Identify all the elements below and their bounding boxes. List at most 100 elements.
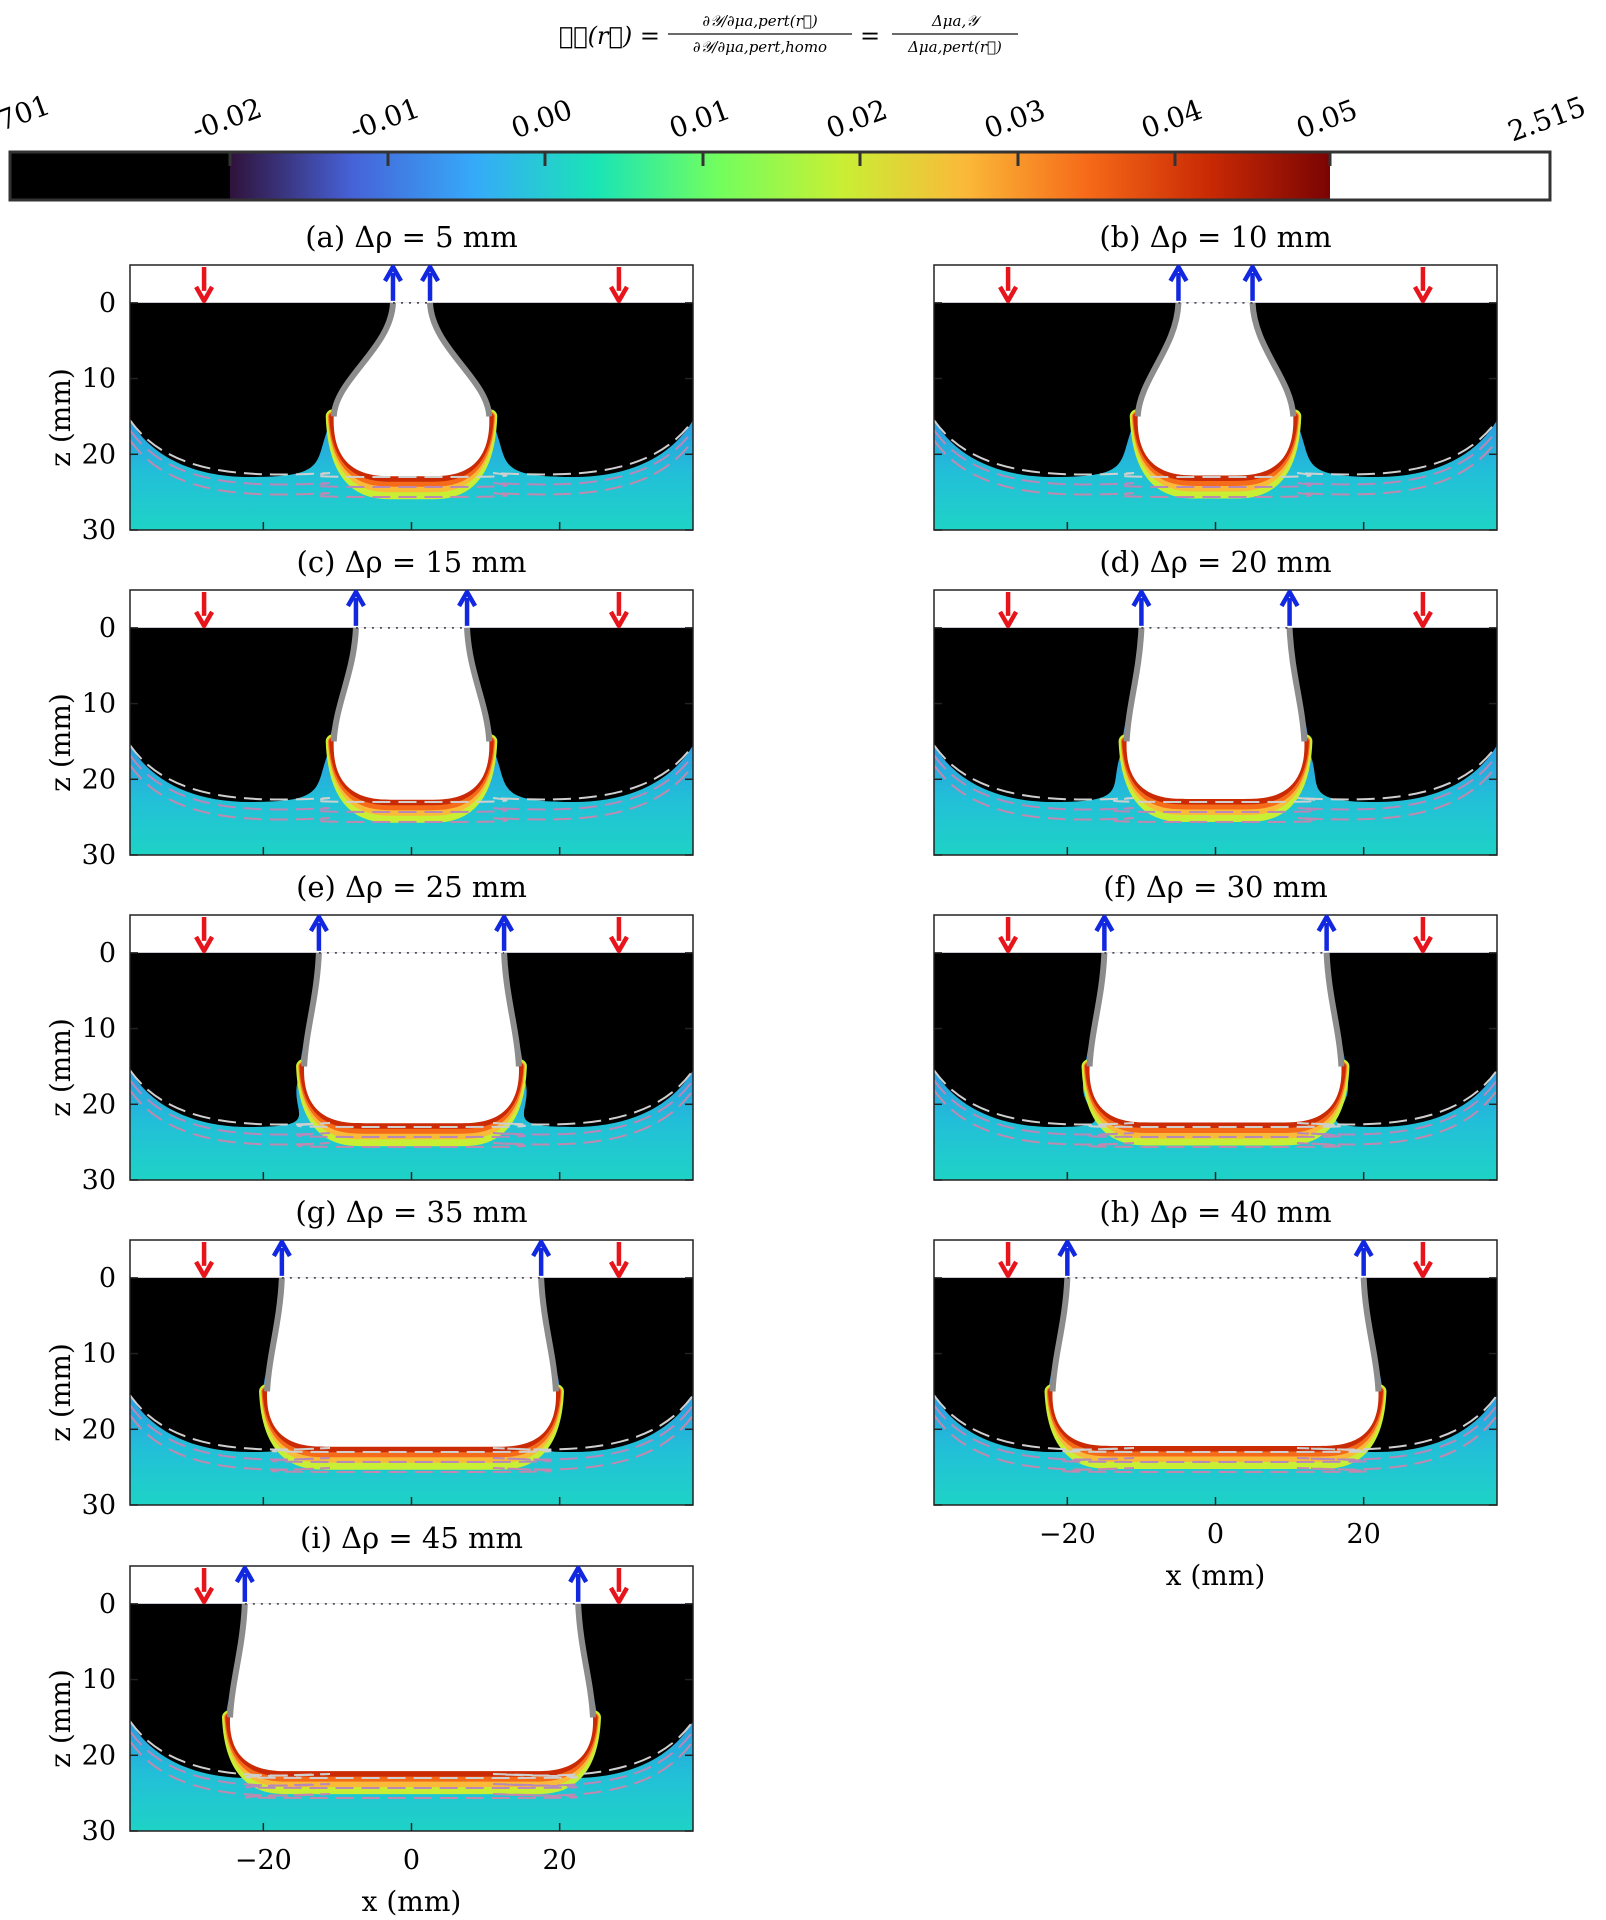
panel-c: (c) Δρ = 15 mm 0 10 20 30 z (mm) <box>44 545 694 871</box>
contour-line <box>130 1730 693 1789</box>
contour-line <box>934 429 1497 488</box>
boundary-edge <box>1286 627 1308 742</box>
x-tick-label: −20 <box>1039 1519 1096 1550</box>
y-axis-label: z (mm) <box>44 693 77 792</box>
boundary-edge <box>1249 302 1297 417</box>
y-tick-label: 30 <box>82 515 116 546</box>
contour-line <box>934 1089 1497 1148</box>
panel-plot-area <box>130 952 693 1180</box>
panel-title: (d) Δρ = 20 mm <box>1099 545 1331 579</box>
panel-plot-area <box>130 1603 693 1831</box>
y-axis-label: z (mm) <box>44 1343 77 1442</box>
boundary-edge <box>264 1277 285 1392</box>
source-arrow <box>608 1242 629 1279</box>
contour-line <box>934 439 1497 498</box>
contour-line <box>130 419 693 478</box>
y-tick-label: 20 <box>82 1740 116 1771</box>
boundary-edge <box>227 1603 248 1718</box>
y-tick-label: 0 <box>99 938 116 969</box>
above-range-region <box>333 627 490 800</box>
below-range-region <box>130 1277 286 1452</box>
colorbar-title-lhs: 𝒮𝒴(r⃗) = <box>559 22 660 50</box>
panel-d: (d) Δρ = 20 mm <box>933 545 1498 856</box>
boundary-edge <box>1134 302 1182 417</box>
colorbar-tick-label: 2.515 <box>1503 90 1590 148</box>
y-tick-label: 20 <box>82 1089 116 1120</box>
contour-line <box>130 1720 693 1779</box>
y-tick-label: 0 <box>99 1263 116 1294</box>
y-tick-label: 30 <box>82 1165 116 1196</box>
panel-b: (b) Δρ = 10 mm <box>933 220 1498 531</box>
contour-line <box>130 1079 693 1138</box>
below-range-region <box>1327 952 1497 1127</box>
contour-line <box>130 1069 693 1128</box>
detector-arrow <box>383 264 403 301</box>
colorbar-tick-label: -0.02 <box>187 91 266 147</box>
contour-line <box>130 1394 693 1453</box>
boundary-edge <box>464 627 493 742</box>
y-tick-label: 0 <box>99 613 116 644</box>
panel-plot-area <box>130 627 693 855</box>
contour-line <box>130 1404 693 1463</box>
colorbar-tick-label: 0.03 <box>980 93 1050 145</box>
boundary-edge <box>330 627 359 742</box>
y-axis-label: z (mm) <box>44 1018 77 1117</box>
contour-line <box>934 1404 1497 1463</box>
detector-arrow <box>457 589 478 626</box>
source-arrow <box>194 917 215 954</box>
x-tick-label: 20 <box>542 1845 576 1876</box>
source-arrow <box>1412 592 1433 629</box>
y-tick-label: 0 <box>99 288 116 319</box>
detector-arrow <box>1316 914 1337 951</box>
y-tick-label: 30 <box>82 840 116 871</box>
contour-line <box>934 419 1497 478</box>
below-range-region <box>505 952 693 1127</box>
below-range-region <box>431 302 693 477</box>
y-tick-label: 0 <box>99 1589 116 1620</box>
source-arrow <box>998 592 1019 629</box>
x-tick-label: 20 <box>1346 1519 1380 1550</box>
below-range-region <box>1290 627 1497 802</box>
above-range-region <box>229 1603 594 1772</box>
y-axis-label: z (mm) <box>44 368 77 467</box>
detector-arrow <box>568 1565 589 1602</box>
source-arrow <box>608 917 629 954</box>
above-range-region <box>304 952 519 1124</box>
source-arrow <box>194 267 215 304</box>
contour-line <box>934 1414 1497 1473</box>
boundary-edge <box>1049 1277 1071 1392</box>
boundary-edge <box>330 302 396 417</box>
contour-line <box>130 1740 693 1799</box>
panel-plot-area <box>934 1277 1497 1505</box>
panel-plot-area <box>934 627 1497 855</box>
colorbar: -0.701 -0.02 -0.01 0.00 0.01 0.02 0.03 0.04 0.05… <box>0 88 1590 202</box>
below-range-region <box>934 1277 1086 1452</box>
colorbar-gradient-segment <box>230 152 1330 200</box>
boundary-edge <box>427 302 493 417</box>
panel-title: (h) Δρ = 40 mm <box>1099 1195 1331 1229</box>
colorbar-title-eq: = <box>860 22 880 50</box>
source-arrow <box>608 1568 629 1605</box>
panel-title: (f) Δρ = 30 mm <box>1103 870 1327 904</box>
detector-arrow <box>531 1239 552 1276</box>
x-axis-label: x (mm) <box>1166 1559 1266 1592</box>
above-range-region <box>266 1277 557 1447</box>
boundary-edge <box>1086 952 1108 1067</box>
source-arrow <box>194 1242 215 1279</box>
detector-arrow <box>271 1239 292 1276</box>
source-arrow <box>608 592 629 629</box>
boundary-edge <box>1323 952 1345 1067</box>
y-tick-label: 30 <box>82 1490 116 1521</box>
contour-line <box>130 1414 693 1473</box>
x-tick-label: 0 <box>403 1845 420 1876</box>
contour-line <box>934 754 1497 813</box>
detector-arrow <box>1168 264 1189 301</box>
detector-arrow <box>308 914 329 951</box>
below-range-region <box>130 302 392 477</box>
colorbar-tick-label: -0.01 <box>345 91 424 147</box>
panel-g: (g) Δρ = 35 mm 0 10 20 30 z (mm) <box>44 1195 694 1521</box>
boundary-edge <box>538 1277 559 1392</box>
y-tick-label: 10 <box>82 1339 116 1370</box>
source-arrow <box>1412 267 1433 304</box>
